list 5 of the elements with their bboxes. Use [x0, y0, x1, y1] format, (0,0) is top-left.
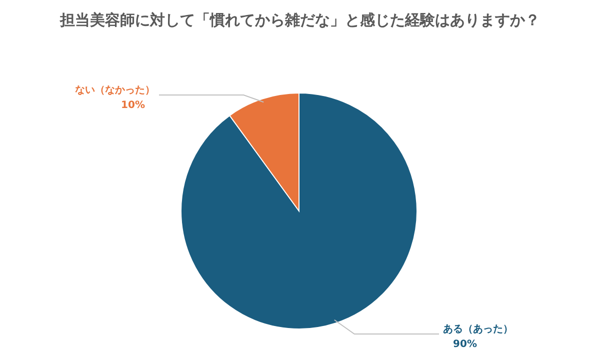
slice-label: ない（なかった）	[75, 85, 155, 96]
data-label: 10%	[121, 100, 145, 111]
slice-label: ある（あった）	[443, 324, 513, 335]
data-label: 90%	[453, 339, 477, 350]
title: 担当美容師に対して「慣れてから雑だな」と感じた経験はありますか？	[58, 10, 541, 31]
